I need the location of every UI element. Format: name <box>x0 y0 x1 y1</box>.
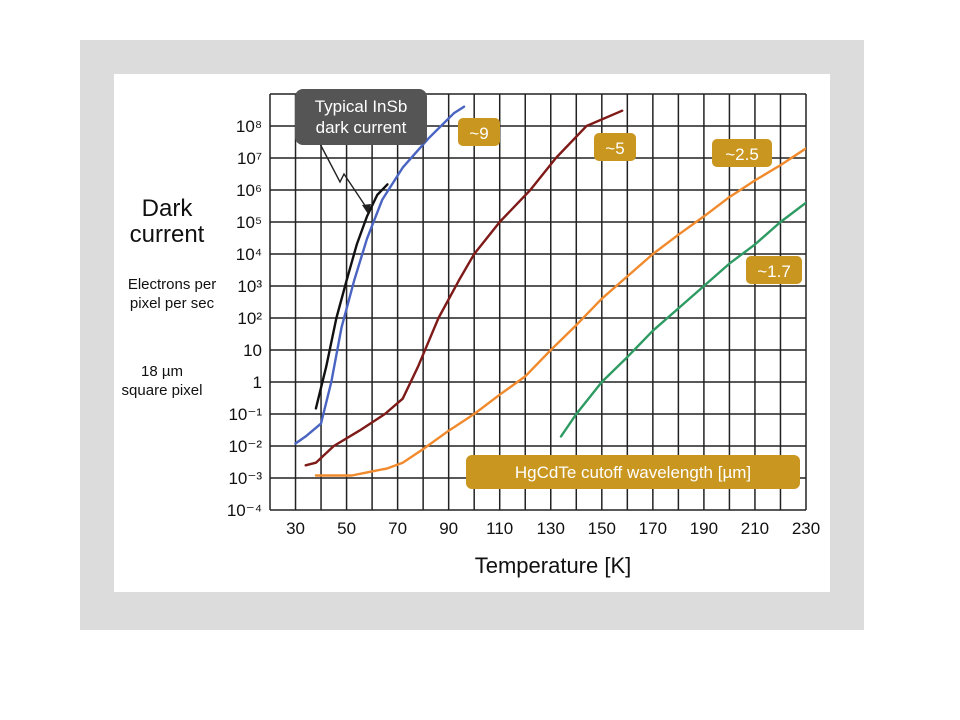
insb-callout-box <box>295 89 427 145</box>
y-tick-label: 10⁸ <box>236 117 262 136</box>
y-tick-label: 10⁷ <box>237 149 262 168</box>
label-9: ~9 <box>458 118 500 146</box>
x-tick-label: 130 <box>537 519 565 538</box>
y-axis-title: Dark current <box>129 195 205 248</box>
label-2-5: ~2.5 <box>712 139 772 167</box>
series-line <box>314 183 389 410</box>
x-tick-label: 190 <box>690 519 718 538</box>
series-group <box>294 105 806 477</box>
x-tick-label: 70 <box>388 519 407 538</box>
insb-callout-line1: Typical InSb <box>315 97 408 116</box>
tick-labels: 30 50 70 90 110 130 150 170 190 210 23010⁻⁴10⁻³10⁻… <box>227 117 820 538</box>
series-line <box>559 201 806 438</box>
x-tick-label: 170 <box>639 519 667 538</box>
cutoff-callout-text: HgCdTe cutoff wavelength [µm] <box>515 463 751 482</box>
insb-callout-line2: dark current <box>316 118 407 137</box>
x-tick-label: 30 <box>286 519 305 538</box>
x-tick-label: 50 <box>337 519 356 538</box>
y-tick-label: 10⁻² <box>228 437 262 456</box>
y-tick-label: 10 <box>243 341 262 360</box>
y-tick-label: 10⁻¹ <box>228 405 262 424</box>
label-2-5-text: ~2.5 <box>725 145 759 164</box>
y-tick-label: 10⁴ <box>236 245 262 264</box>
series-line <box>304 109 624 467</box>
x-axis-title: Temperature [K] <box>475 553 632 578</box>
y-axis-unit: Electrons per pixel per sec <box>127 276 217 312</box>
label-5: ~5 <box>594 133 636 161</box>
chart-card <box>114 74 830 592</box>
y-tick-label: 10⁶ <box>236 181 262 200</box>
y-tick-label: 10⁻⁴ <box>227 501 262 520</box>
x-tick-label: 90 <box>439 519 458 538</box>
x-tick-label: 230 <box>792 519 820 538</box>
x-tick-label: 150 <box>588 519 616 538</box>
label-1-7: ~1.7 <box>746 256 802 284</box>
label-5-text: ~5 <box>605 139 624 158</box>
series-line <box>294 105 466 445</box>
insb-arrow-head <box>362 204 371 214</box>
x-tick-label: 210 <box>741 519 769 538</box>
y-tick-label: 10⁻³ <box>228 469 262 488</box>
insb-callout: Typical InSb dark current <box>295 89 427 214</box>
label-1-7-text: ~1.7 <box>757 262 791 281</box>
series-line <box>314 147 806 477</box>
label-9-text: ~9 <box>469 124 488 143</box>
insb-leader-line <box>317 139 369 211</box>
y-tick-label: 10³ <box>237 277 262 296</box>
cutoff-callout: HgCdTe cutoff wavelength [µm] <box>466 455 800 489</box>
y-axis-pixel-note: 18 µm square pixel <box>121 363 203 399</box>
y-tick-label: 1 <box>253 373 262 392</box>
y-tick-label: 10² <box>237 309 262 328</box>
x-tick-label: 110 <box>486 519 513 538</box>
y-tick-label: 10⁵ <box>236 213 262 232</box>
